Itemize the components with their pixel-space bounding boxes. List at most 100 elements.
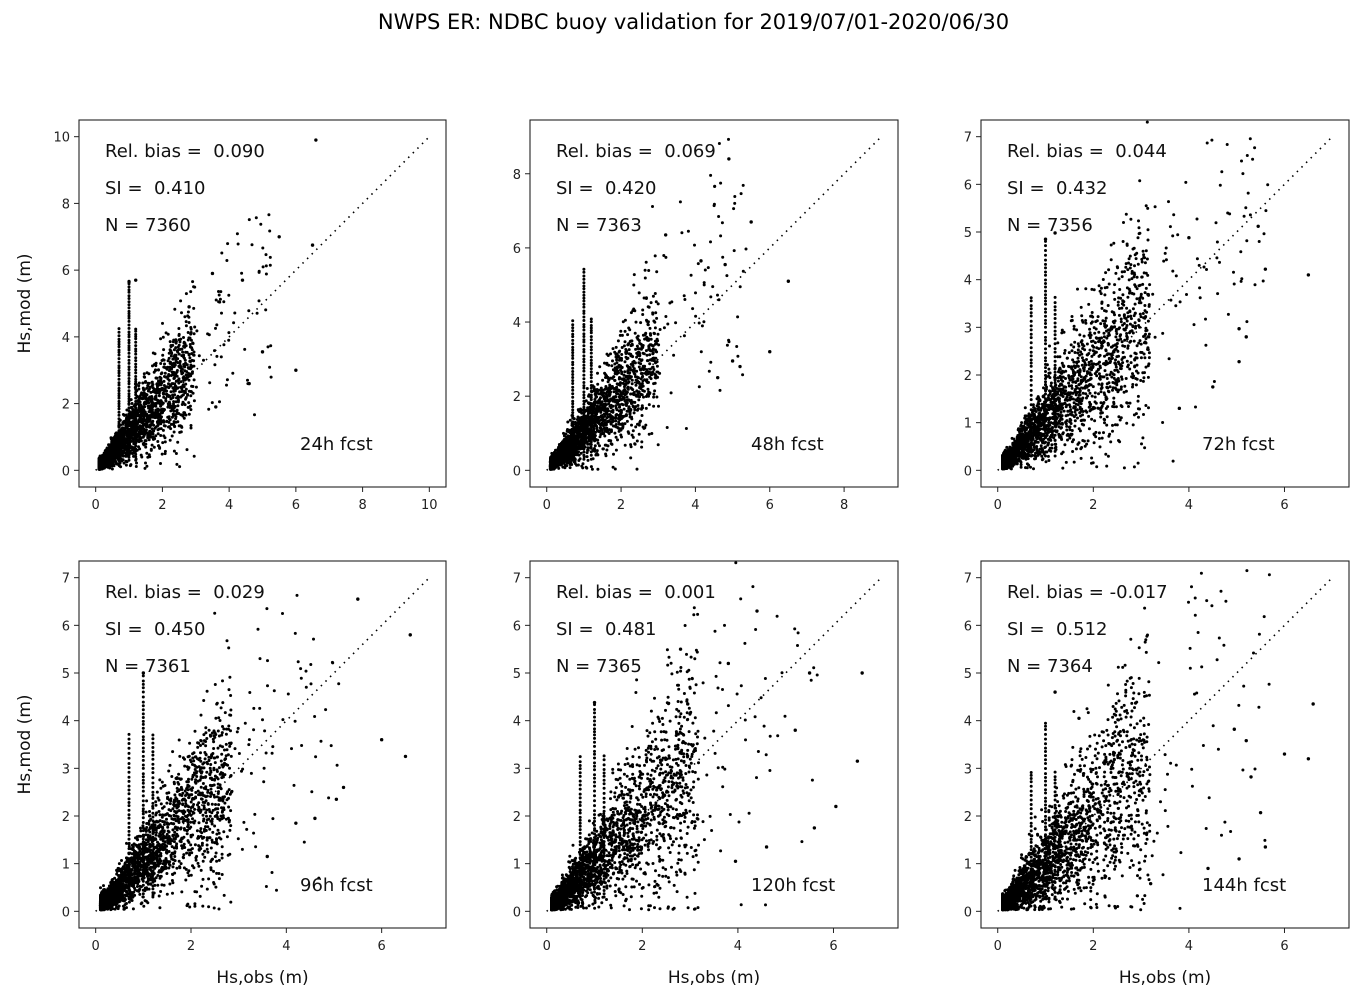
data-point: [167, 356, 171, 360]
data-point: [112, 442, 116, 446]
data-point: [175, 462, 179, 466]
data-point: [117, 441, 121, 445]
data-point: [636, 334, 640, 338]
data-point: [127, 417, 131, 421]
data-point: [621, 392, 625, 396]
data-point: [145, 451, 149, 455]
x-tick-label: 2: [158, 498, 166, 513]
data-point: [153, 352, 157, 356]
data-point: [619, 428, 623, 432]
data-point: [134, 278, 138, 282]
data-point: [648, 367, 652, 371]
data-point: [164, 331, 168, 335]
data-point: [255, 311, 259, 315]
data-point: [148, 423, 152, 427]
data-point: [632, 283, 636, 287]
data-point: [566, 420, 570, 424]
data-point: [134, 429, 138, 433]
data-point: [250, 243, 254, 247]
data-point: [117, 350, 121, 354]
data-point: [604, 385, 608, 388]
data-point: [655, 395, 659, 399]
data-point: [182, 411, 186, 415]
data-point: [182, 375, 186, 379]
data-point: [117, 448, 121, 451]
data-point: [171, 393, 175, 397]
data-point: [117, 377, 121, 381]
data-point: [163, 440, 167, 444]
data-point: [643, 337, 647, 341]
data-point: [635, 355, 639, 359]
data-point: [648, 332, 652, 336]
data-point: [598, 392, 602, 396]
data-point: [117, 383, 121, 387]
data-point: [127, 358, 131, 362]
data-point: [117, 464, 121, 468]
data-point: [127, 326, 131, 330]
data-point: [117, 432, 121, 436]
data-point: [616, 401, 620, 405]
data-point: [107, 447, 111, 451]
data-point: [733, 201, 737, 205]
data-point: [183, 391, 187, 395]
data-point: [622, 344, 626, 348]
data-point: [691, 307, 695, 311]
data-point: [134, 426, 138, 430]
data-point: [622, 389, 626, 393]
data-point: [117, 456, 121, 460]
data-point: [738, 285, 742, 289]
data-point: [175, 370, 179, 374]
data-point: [727, 340, 731, 344]
data-point: [150, 443, 154, 447]
data-point: [641, 384, 645, 388]
data-point: [151, 437, 155, 441]
data-point: [162, 392, 166, 396]
data-point: [134, 411, 138, 415]
data-point: [127, 409, 131, 413]
data-point: [246, 378, 249, 382]
data-point: [127, 341, 131, 345]
data-point: [579, 451, 583, 455]
data-point: [585, 387, 589, 390]
data-point: [192, 353, 196, 357]
data-point: [607, 432, 611, 435]
data-point: [606, 354, 610, 357]
data-point: [149, 408, 153, 412]
data-point: [140, 414, 144, 417]
data-point: [159, 337, 163, 341]
data-point: [626, 386, 630, 390]
data-point: [187, 401, 191, 405]
x-tick-label: 6: [292, 498, 300, 513]
data-point: [680, 231, 684, 235]
data-point: [243, 347, 247, 351]
data-point: [635, 389, 639, 393]
data-point: [608, 390, 612, 394]
data-point: [644, 349, 648, 353]
data-point: [117, 396, 121, 400]
data-point: [627, 348, 631, 352]
data-point: [127, 433, 131, 437]
data-point: [636, 347, 640, 351]
data-point: [709, 295, 713, 299]
data-point: [174, 400, 178, 404]
data-point: [127, 285, 131, 289]
data-point: [121, 432, 125, 435]
data-point: [268, 229, 272, 233]
data-point: [176, 357, 180, 361]
data-point: [213, 363, 217, 367]
data-point: [219, 290, 223, 294]
data-point: [562, 461, 566, 465]
data-point: [218, 300, 222, 304]
data-point: [190, 358, 194, 362]
data-point: [117, 392, 121, 395]
data-point: [117, 364, 121, 368]
data-point: [183, 358, 187, 362]
data-point: [666, 322, 670, 326]
data-point: [160, 408, 164, 412]
data-point: [623, 340, 627, 344]
data-point: [197, 354, 201, 358]
data-point: [608, 383, 612, 387]
data-point: [127, 377, 131, 380]
data-point: [127, 309, 131, 313]
data-point: [653, 326, 657, 330]
